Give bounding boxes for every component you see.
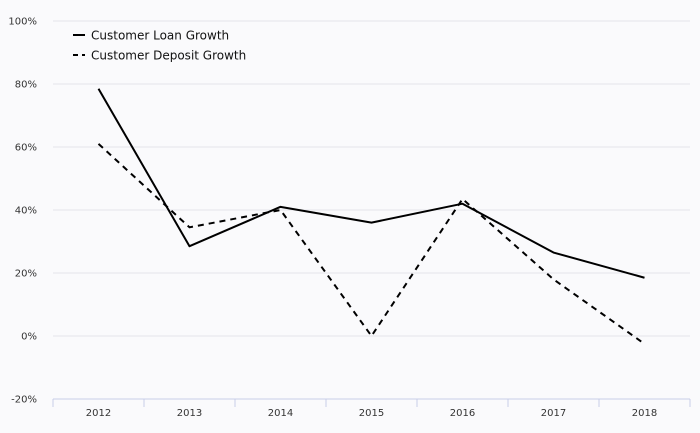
y-tick-label: 60% <box>15 143 37 154</box>
y-tick-label: 100% <box>8 17 37 28</box>
y-tick-label: 80% <box>15 80 37 91</box>
series-line-customer-deposit-growth <box>97 143 646 345</box>
data-point <box>188 244 192 248</box>
x-tick-label: 2018 <box>632 408 657 419</box>
y-axis-ticks: 100% 80% 60% 40% 20% 0% -20% <box>8 17 37 406</box>
x-tick-label: 2016 <box>450 408 475 419</box>
y-tick-label: -20% <box>11 395 37 406</box>
data-point <box>279 208 283 212</box>
gridlines <box>53 20 690 337</box>
data-point <box>97 142 101 146</box>
data-point <box>643 276 647 280</box>
x-axis: 2012 2013 2014 2015 2016 2017 2018 <box>52 398 691 419</box>
x-tick-label: 2015 <box>359 408 384 419</box>
x-tick-label: 2013 <box>177 408 202 419</box>
x-tick-label: 2012 <box>86 408 111 419</box>
series-lines <box>97 87 647 346</box>
data-point <box>370 221 374 225</box>
data-point <box>643 342 647 346</box>
y-tick-label: 40% <box>15 206 37 217</box>
data-point <box>97 87 101 91</box>
x-tick-label: 2017 <box>541 408 566 419</box>
data-point <box>370 334 374 338</box>
legend: Customer Loan Growth Customer Deposit Gr… <box>73 29 246 63</box>
data-point <box>552 251 556 255</box>
y-tick-label: 20% <box>15 269 37 280</box>
data-point <box>188 225 192 229</box>
data-point <box>461 197 465 201</box>
legend-label-loan: Customer Loan Growth <box>91 29 229 43</box>
legend-label-deposit: Customer Deposit Growth <box>91 49 246 63</box>
x-tick-label: 2014 <box>268 408 293 419</box>
data-point <box>552 277 556 281</box>
y-tick-label: 0% <box>21 332 37 343</box>
series-line-customer-loan-growth <box>97 88 645 279</box>
